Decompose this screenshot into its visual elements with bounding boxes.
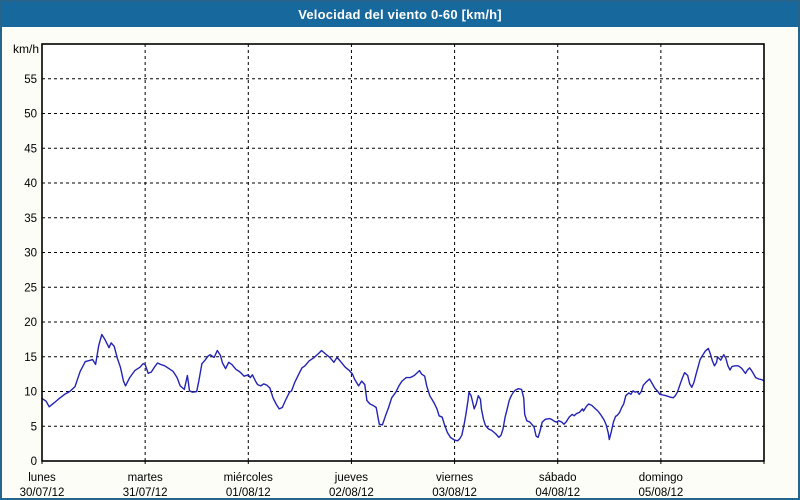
y-tick-label: 55 bbox=[24, 74, 37, 86]
day-date-label: 04/08/12 bbox=[535, 487, 580, 499]
day-name-label: viernes bbox=[436, 472, 473, 484]
day-date-label: 30/07/12 bbox=[20, 487, 65, 499]
day-name-label: martes bbox=[128, 472, 163, 484]
y-tick-label: 15 bbox=[24, 352, 37, 364]
y-tick-label: 40 bbox=[24, 178, 37, 190]
plot-border bbox=[41, 43, 765, 462]
day-date-label: 02/08/12 bbox=[329, 487, 374, 499]
axis-labels: 0 5 10 15 20 25 30 35 40 45 50 55 lunes 30/07/12 marte… bbox=[20, 74, 684, 499]
y-tick-label: 0 bbox=[31, 456, 37, 468]
y-tick-label: 25 bbox=[24, 282, 37, 294]
day-date-label: 31/07/12 bbox=[123, 487, 168, 499]
y-tick-label: 35 bbox=[24, 213, 37, 225]
y-axis-unit-label: km/h bbox=[13, 42, 39, 56]
y-tick-label: 20 bbox=[24, 317, 37, 329]
day-date-label: 01/08/12 bbox=[226, 487, 271, 499]
day-date-label: 05/08/12 bbox=[638, 487, 683, 499]
gridlines bbox=[42, 44, 764, 461]
y-tick-label: 30 bbox=[24, 248, 37, 260]
chart-title-bar: Velocidad del viento 0-60 [km/h] bbox=[2, 2, 798, 27]
y-tick-label: 45 bbox=[24, 143, 37, 155]
y-tick-label: 50 bbox=[24, 109, 37, 121]
data-series bbox=[41, 333, 765, 442]
day-name-label: domingo bbox=[639, 472, 683, 484]
day-name-label: lunes bbox=[28, 472, 56, 484]
day-name-label: miércoles bbox=[224, 472, 273, 484]
y-tick-label: 10 bbox=[24, 387, 37, 399]
day-name-label: jueves bbox=[334, 472, 368, 484]
wind-speed-series-line bbox=[41, 333, 765, 442]
y-tick-label: 5 bbox=[31, 421, 37, 433]
day-date-label: 03/08/12 bbox=[432, 487, 477, 499]
plot-frame bbox=[41, 43, 765, 464]
day-name-label: sábado bbox=[539, 472, 577, 484]
